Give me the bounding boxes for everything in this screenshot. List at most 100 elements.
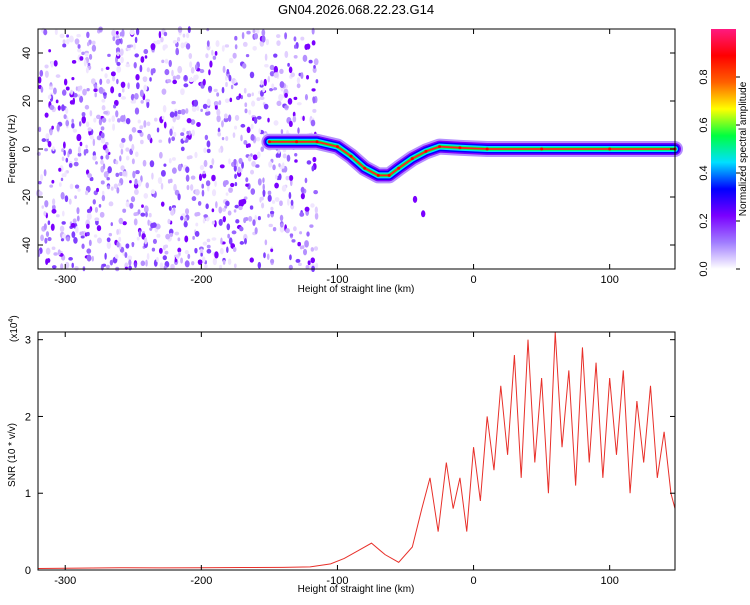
x-tick-label: 0 bbox=[470, 274, 476, 286]
noise-speck bbox=[85, 223, 90, 229]
noise-speck bbox=[150, 222, 155, 229]
noise-speck bbox=[100, 126, 105, 131]
noise-speck bbox=[60, 238, 65, 242]
noise-speck bbox=[38, 180, 42, 185]
noise-speck bbox=[164, 250, 169, 255]
noise-speck bbox=[163, 121, 167, 129]
noise-speck bbox=[105, 264, 110, 269]
noise-speck bbox=[75, 86, 79, 91]
noise-speck bbox=[157, 177, 163, 184]
noise-speck bbox=[52, 146, 55, 152]
noise-speck bbox=[50, 61, 54, 68]
spectrogram-plot-area bbox=[36, 26, 683, 273]
noise-speck bbox=[60, 177, 64, 182]
noise-speck bbox=[265, 38, 270, 46]
noise-speck bbox=[186, 32, 190, 39]
noise-speck bbox=[131, 242, 135, 248]
noise-speck bbox=[219, 264, 223, 270]
noise-speck bbox=[113, 104, 117, 109]
noise-speck bbox=[110, 186, 114, 191]
noise-speck bbox=[57, 249, 61, 256]
noise-speck bbox=[260, 196, 264, 201]
noise-speck bbox=[160, 182, 164, 190]
ridge-point bbox=[410, 157, 414, 161]
noise-speck bbox=[65, 236, 71, 242]
noise-speck bbox=[207, 111, 211, 116]
noise-speck bbox=[45, 231, 50, 237]
noise-speck bbox=[243, 140, 248, 145]
noise-speck bbox=[101, 105, 106, 111]
noise-speck bbox=[133, 218, 138, 226]
noise-speck bbox=[143, 193, 149, 199]
noise-speck bbox=[273, 53, 278, 58]
noise-speck bbox=[166, 78, 172, 83]
noise-speck bbox=[244, 102, 248, 108]
noise-speck bbox=[170, 263, 175, 270]
noise-speck bbox=[106, 177, 110, 181]
noise-speck bbox=[117, 118, 121, 123]
noise-speck bbox=[139, 64, 143, 73]
noise-speck bbox=[218, 206, 223, 214]
noise-speck bbox=[256, 151, 261, 159]
noise-speck bbox=[284, 105, 289, 109]
noise-speck bbox=[138, 229, 142, 238]
noise-speck bbox=[247, 155, 252, 162]
noise-speck bbox=[188, 77, 194, 83]
noise-speck bbox=[40, 86, 44, 93]
colorbar-ticks: 0.0 0.2 0.4 0.6 0.8 bbox=[698, 69, 740, 277]
noise-speck bbox=[216, 115, 221, 123]
noise-speck bbox=[219, 164, 225, 169]
noise-speck bbox=[165, 233, 171, 240]
noise-speck bbox=[110, 222, 113, 227]
noise-speck bbox=[40, 174, 44, 181]
noise-speck bbox=[211, 189, 217, 197]
noise-speck bbox=[256, 115, 262, 120]
noise-speck bbox=[289, 254, 292, 261]
noise-speck bbox=[310, 247, 314, 252]
noise-speck bbox=[86, 212, 92, 221]
noise-speck bbox=[82, 88, 87, 96]
noise-speck bbox=[315, 262, 319, 269]
noise-speck bbox=[96, 225, 102, 232]
noise-speck bbox=[119, 38, 123, 45]
noise-speck bbox=[189, 184, 194, 191]
noise-speck bbox=[100, 136, 106, 144]
noise-speck bbox=[299, 231, 303, 235]
noise-speck bbox=[161, 88, 167, 95]
noise-speck bbox=[205, 180, 211, 187]
noise-speck bbox=[234, 114, 240, 121]
noise-speck bbox=[297, 241, 302, 247]
snr-panel: -300 -200 -100 0 100 0 1 2 3 Height of straight… bbox=[7, 315, 676, 595]
noise-speck bbox=[269, 210, 275, 215]
noise-speck bbox=[79, 56, 84, 61]
noise-speck bbox=[140, 260, 146, 267]
noise-speck bbox=[223, 117, 229, 123]
noise-speck bbox=[202, 170, 206, 175]
noise-speck bbox=[234, 79, 237, 84]
noise-speck bbox=[64, 195, 69, 203]
noise-speck bbox=[232, 246, 237, 253]
noise-speck bbox=[146, 252, 150, 260]
noise-speck bbox=[155, 223, 161, 230]
noise-speck bbox=[270, 258, 275, 264]
noise-speck bbox=[246, 126, 251, 134]
noise-speck bbox=[294, 153, 298, 157]
noise-speck bbox=[217, 131, 222, 137]
noise-speck bbox=[177, 237, 181, 242]
noise-speck bbox=[152, 238, 157, 244]
noise-speck bbox=[292, 115, 297, 123]
noise-speck bbox=[105, 148, 109, 154]
noise-speck bbox=[167, 218, 171, 224]
noise-speck bbox=[242, 41, 248, 47]
noise-speck bbox=[121, 29, 125, 37]
noise-speck bbox=[68, 163, 73, 168]
noise-speck bbox=[227, 210, 232, 216]
noise-speck bbox=[255, 28, 260, 34]
noise-speck bbox=[203, 159, 208, 168]
noise-speck bbox=[84, 104, 90, 110]
noise-speck bbox=[242, 63, 247, 69]
noise-speck bbox=[234, 125, 238, 130]
noise-speck bbox=[226, 223, 231, 231]
noise-speck bbox=[71, 262, 74, 268]
noise-speck bbox=[56, 124, 60, 132]
